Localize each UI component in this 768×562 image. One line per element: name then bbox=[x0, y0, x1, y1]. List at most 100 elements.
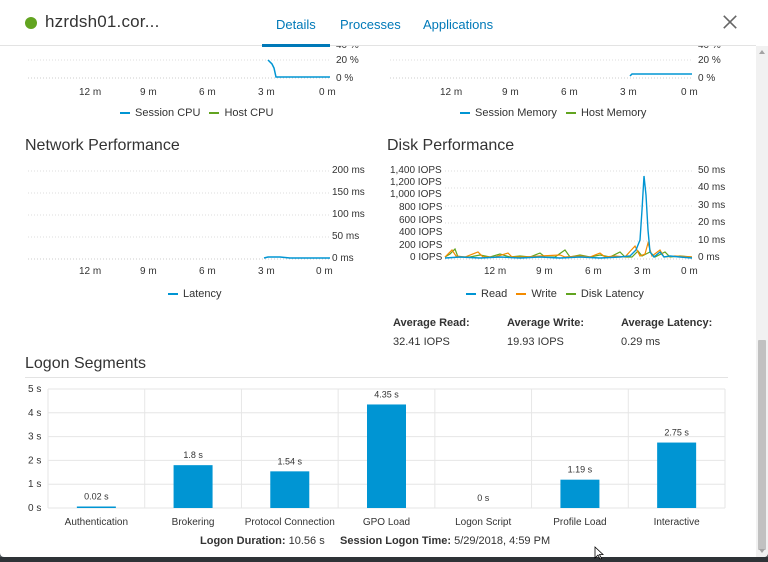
disk-grid bbox=[445, 170, 692, 260]
legend-disk-latency[interactable]: Disk Latency bbox=[565, 288, 644, 300]
disk-y-right-tick: 30 ms bbox=[698, 200, 726, 211]
network-x-tick: 3 m bbox=[258, 266, 275, 277]
disk-y-left-tick: 1,200 IOPS bbox=[390, 177, 442, 188]
network-x-tick: 12 m bbox=[79, 266, 102, 277]
memory-x-tick: 6 m bbox=[561, 87, 578, 98]
disk-y-left-tick: 400 IOPS bbox=[399, 227, 443, 238]
tab-processes[interactable]: Processes bbox=[340, 17, 401, 32]
logon-bar-value-label: 1.54 s bbox=[278, 456, 303, 466]
disk-y-left-tick: 800 IOPS bbox=[399, 202, 443, 213]
logon-category-label: GPO Load bbox=[363, 517, 410, 528]
memory-x-tick: 12 m bbox=[440, 87, 463, 98]
logon-y-tick: 3 s bbox=[28, 432, 41, 443]
latency-line bbox=[263, 256, 330, 259]
logon-y-tick: 1 s bbox=[28, 479, 41, 490]
status-dot bbox=[25, 17, 37, 29]
legend-session-memory[interactable]: Session Memory bbox=[460, 107, 557, 119]
logon-bar-value-label: 0 s bbox=[477, 493, 490, 503]
logon-bar bbox=[173, 465, 213, 508]
logon-bar-value-label: 4.35 s bbox=[374, 389, 399, 399]
network-title: Network Performance bbox=[25, 137, 180, 154]
disk-y-left-tick: 1,000 IOPS bbox=[390, 189, 442, 200]
disk-x-tick: 6 m bbox=[585, 266, 602, 277]
taskbar-strip bbox=[0, 557, 768, 562]
cpu-x-tick: 9 m bbox=[140, 87, 157, 98]
logon-bar-value-label: 1.8 s bbox=[183, 450, 203, 460]
network-x-tick: 6 m bbox=[199, 266, 216, 277]
avg-write-label: Average Write: bbox=[507, 317, 585, 329]
tab-details[interactable]: Details bbox=[262, 17, 330, 47]
legend-session-cpu[interactable]: Session CPU bbox=[120, 107, 200, 119]
disk-y-left-tick: 600 IOPS bbox=[399, 215, 443, 226]
logon-bar-value-label: 2.75 s bbox=[664, 428, 689, 438]
mouse-cursor-icon bbox=[594, 546, 604, 560]
tab-applications[interactable]: Applications bbox=[423, 17, 494, 32]
memory-x-tick: 9 m bbox=[502, 87, 519, 98]
disk-y-right-tick: 10 ms bbox=[698, 235, 726, 246]
cpu-y-tick: 0 % bbox=[336, 73, 354, 84]
memory-y-tick: 20 % bbox=[698, 55, 721, 66]
legend-read[interactable]: Read bbox=[466, 288, 507, 300]
legend-write[interactable]: Write bbox=[516, 288, 557, 300]
logon-bar bbox=[76, 506, 116, 508]
cpu-grid bbox=[28, 59, 330, 79]
logon-category-label: Profile Load bbox=[553, 517, 606, 528]
avg-latency-value: 0.29 ms bbox=[621, 336, 661, 348]
disk-y-right-tick: 20 ms bbox=[698, 217, 726, 228]
logon-duration: Logon Duration: 10.56 s bbox=[200, 535, 325, 547]
scroll-thumb[interactable] bbox=[758, 340, 766, 550]
logon-bar-value-label: 0.02 s bbox=[84, 492, 109, 502]
legend-host-cpu[interactable]: Host CPU bbox=[209, 107, 273, 119]
disk-y-left-tick: 1,400 IOPS bbox=[390, 165, 442, 176]
scroll-down-icon[interactable] bbox=[759, 549, 765, 553]
logon-title: Logon Segments bbox=[25, 355, 146, 372]
legend-host-memory[interactable]: Host Memory bbox=[565, 107, 646, 119]
network-y-tick: 100 ms bbox=[332, 209, 365, 220]
memory-legend: Session Memory Host Memory bbox=[460, 107, 652, 119]
memory-x-tick: 0 m bbox=[681, 87, 698, 98]
avg-read-label: Average Read: bbox=[393, 317, 470, 329]
network-y-tick: 0 ms bbox=[332, 253, 354, 264]
disk-y-left-tick: 200 IOPS bbox=[399, 240, 443, 251]
network-x-tick: 0 m bbox=[316, 266, 333, 277]
read-line bbox=[444, 175, 693, 259]
disk-y-left-tick: 0 IOPS bbox=[410, 252, 443, 263]
logon-y-tick: 2 s bbox=[28, 455, 41, 466]
logon-y-tick: 5 s bbox=[28, 384, 41, 395]
logon-bar bbox=[657, 442, 697, 508]
logon-category-label: Authentication bbox=[65, 517, 128, 528]
disk-x-tick: 12 m bbox=[484, 266, 507, 277]
avg-latency-label: Average Latency: bbox=[621, 317, 713, 329]
cpu-x-tick: 6 m bbox=[199, 87, 216, 98]
session-logon-time: Session Logon Time: 5/29/2018, 4:59 PM bbox=[340, 535, 551, 547]
cpu-x-tick: 12 m bbox=[79, 87, 102, 98]
logon-category-label: Protocol Connection bbox=[245, 517, 335, 528]
network-y-tick: 150 ms bbox=[332, 187, 365, 198]
network-y-tick: 200 ms bbox=[332, 165, 365, 176]
network-grid bbox=[28, 170, 330, 260]
memory-grid bbox=[390, 59, 692, 79]
scroll-up-icon[interactable] bbox=[759, 50, 765, 54]
disk-y-right-tick: 50 ms bbox=[698, 165, 726, 176]
cpu-x-tick: 3 m bbox=[258, 87, 275, 98]
close-icon[interactable] bbox=[722, 14, 738, 30]
avg-write-value: 19.93 IOPS bbox=[507, 336, 564, 348]
disk-x-tick: 3 m bbox=[634, 266, 651, 277]
scrollbar[interactable] bbox=[756, 46, 768, 557]
network-legend: Latency bbox=[168, 288, 228, 300]
logon-category-label: Brokering bbox=[172, 517, 215, 528]
logon-y-tick: 0 s bbox=[28, 503, 41, 514]
disk-y-right-tick: 40 ms bbox=[698, 182, 726, 193]
legend-latency[interactable]: Latency bbox=[168, 288, 222, 300]
logon-category-label: Interactive bbox=[654, 517, 701, 528]
cpu-legend: Session CPU Host CPU bbox=[120, 107, 279, 119]
logon-bar bbox=[367, 404, 406, 508]
disk-x-tick: 0 m bbox=[681, 266, 698, 277]
logon-bar-value-label: 1.19 s bbox=[568, 465, 593, 475]
disk-y-right-tick: 0 ms bbox=[698, 252, 720, 263]
disk-x-tick: 9 m bbox=[536, 266, 553, 277]
avg-read-value: 32.41 IOPS bbox=[393, 336, 450, 348]
logon-y-tick: 4 s bbox=[28, 408, 41, 419]
